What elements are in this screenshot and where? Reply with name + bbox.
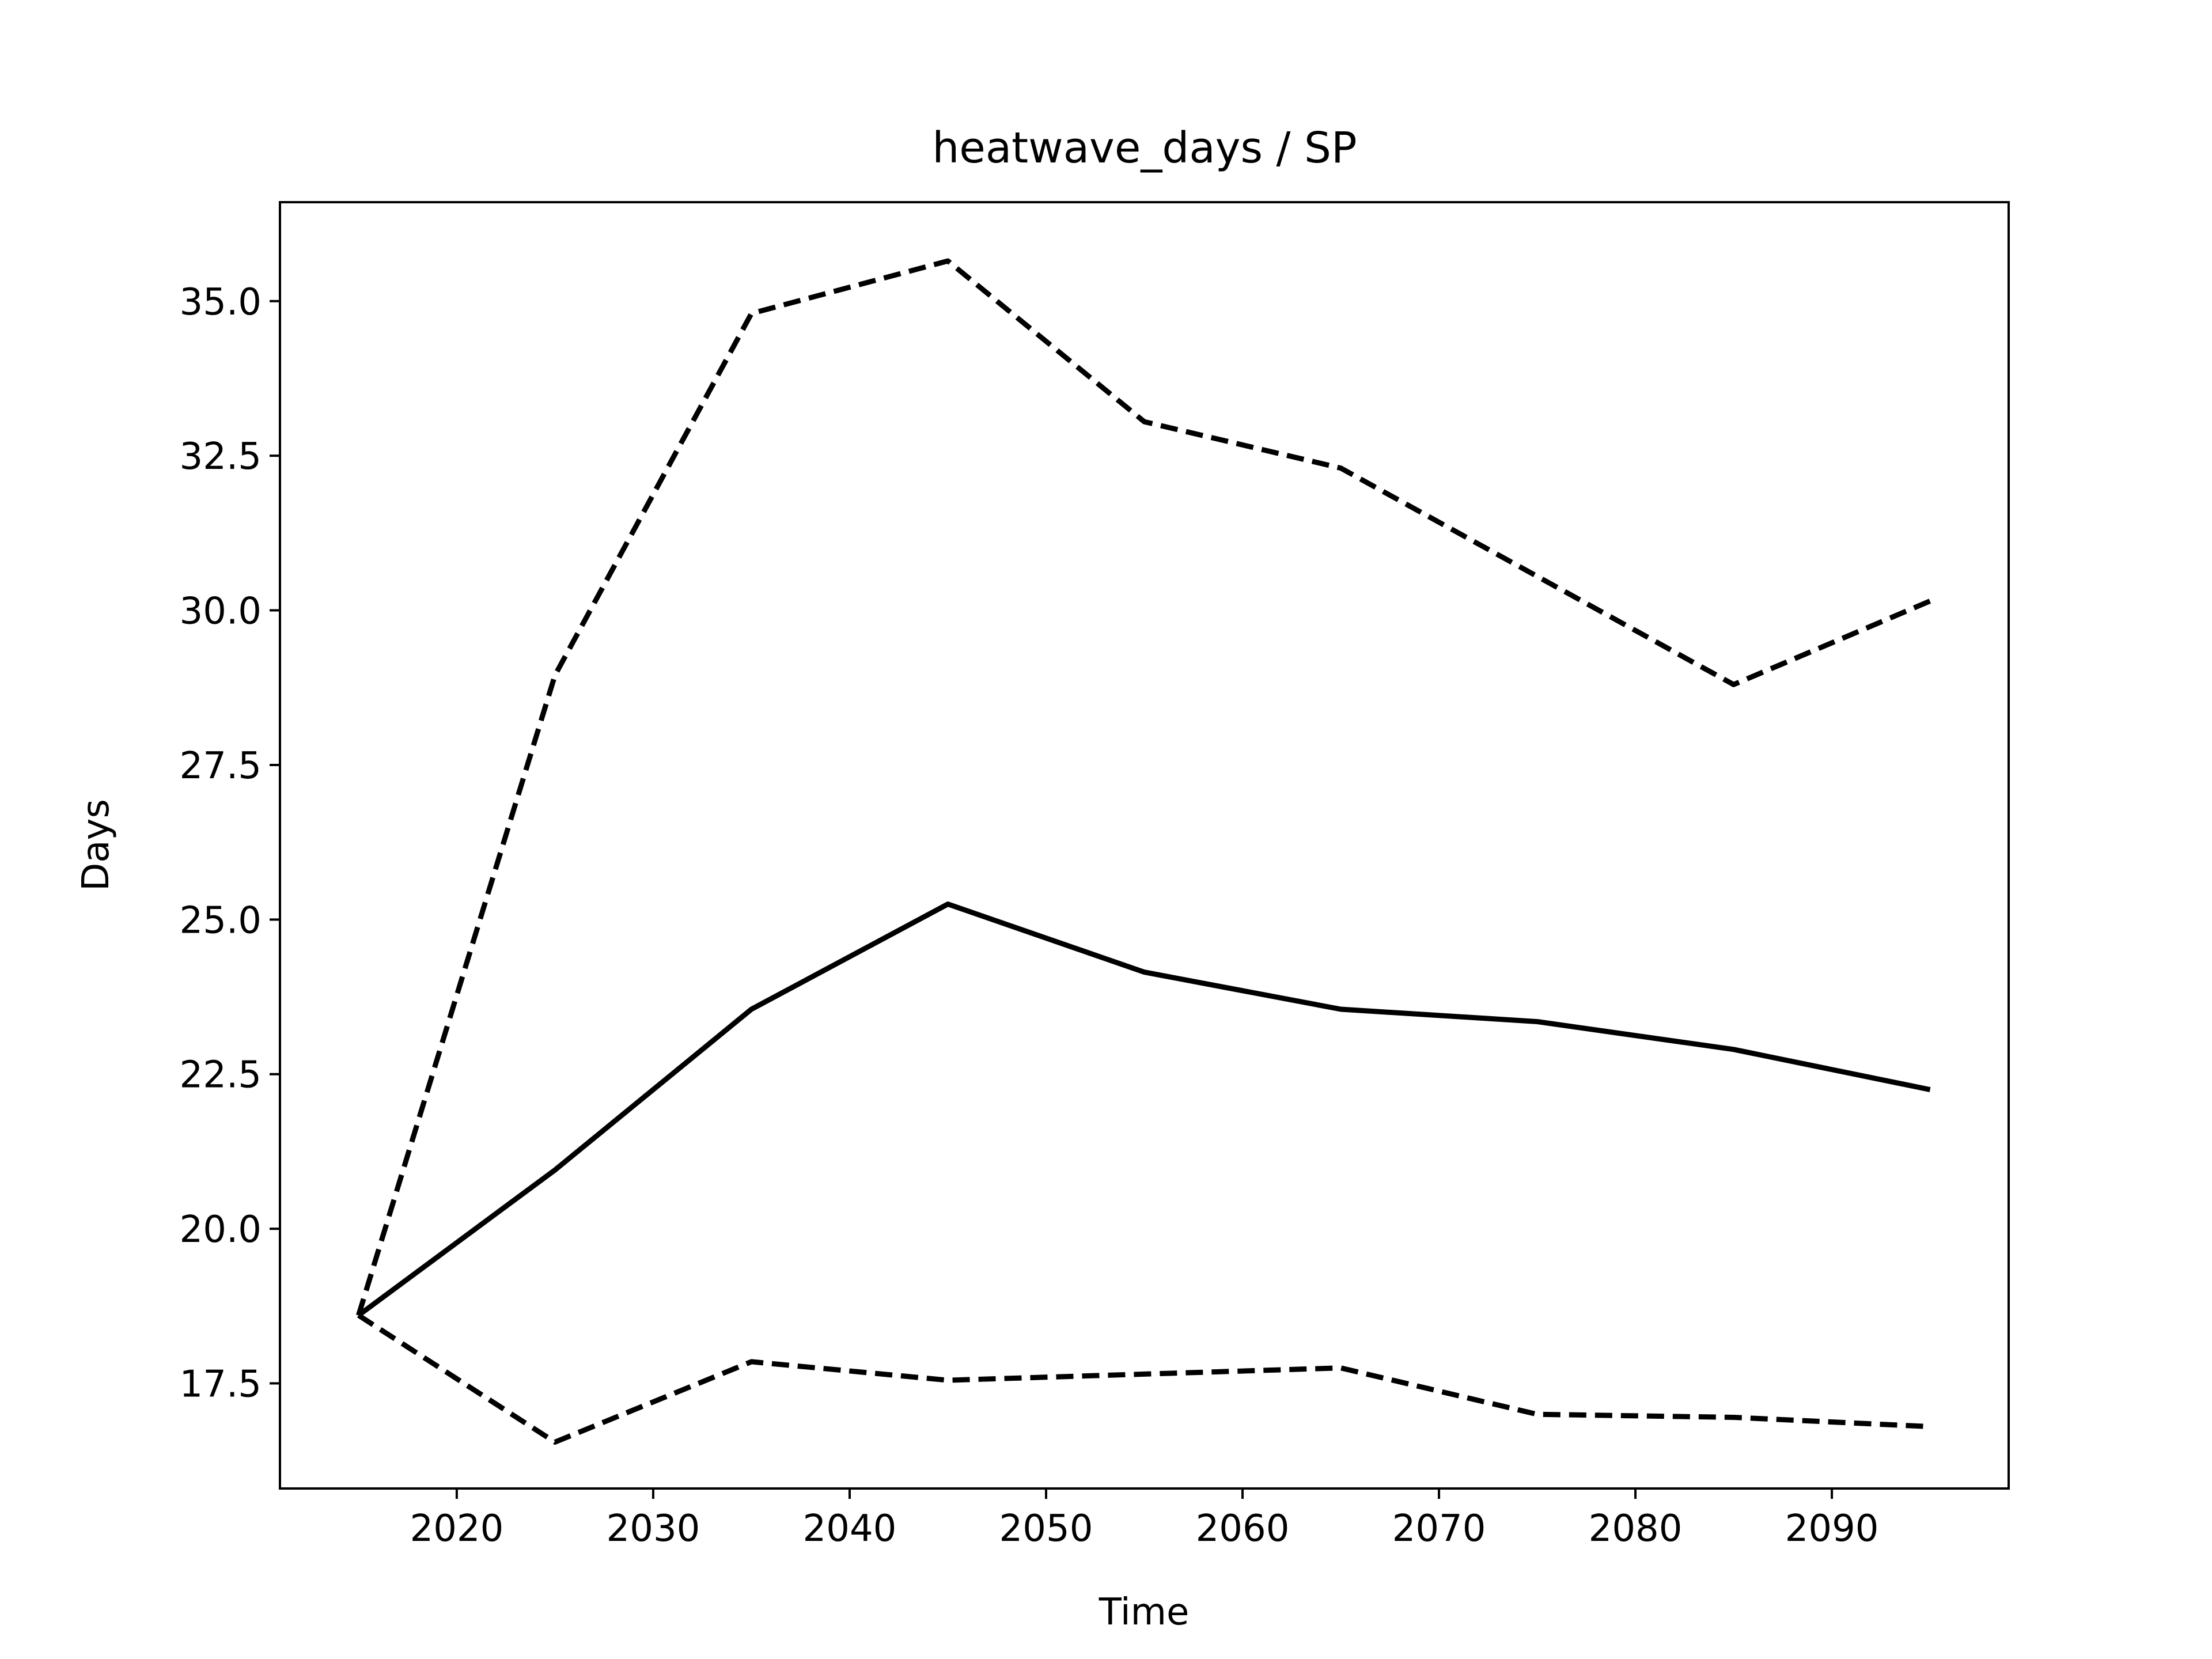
x-tick-label: 2040 [803,1508,897,1550]
x-tick-label: 2060 [1196,1508,1290,1550]
x-tick-label: 2080 [1589,1508,1683,1550]
x-axis-label: Time [1099,1591,1190,1634]
x-tick-label: 2090 [1785,1508,1879,1550]
series-line-1 [357,902,1931,1318]
y-tick-label: 22.5 [180,1054,262,1097]
x-tick-label: 2070 [1392,1508,1486,1550]
plot-frame [279,201,2010,1490]
x-tick-label: 2050 [999,1508,1093,1550]
series-line-3 [357,1313,1930,1445]
chart-title: heatwave_days / SP [932,123,1357,173]
y-tick-label: 35.0 [180,281,262,324]
y-tick-label: 30.0 [180,590,262,633]
y-tick-label: 25.0 [180,899,262,942]
x-tick-label: 2020 [410,1508,503,1550]
y-axis-ticks: 17.5 20.0 22.5 25.0 27.5 30.0 32.5 35.0 [180,281,280,1406]
y-axis-label: Days [75,799,118,891]
series-line-2 [356,258,1931,1316]
y-tick-label: 20.0 [180,1209,262,1251]
y-tick-label: 32.5 [180,435,262,478]
y-tick-label: 17.5 [180,1363,262,1406]
series-layer [356,258,1931,1445]
x-tick-label: 2030 [607,1508,700,1550]
y-tick-label: 27.5 [180,745,262,787]
x-axis-ticks: 2020 2030 2040 2050 2060 2070 2080 2090 [410,1488,1879,1550]
